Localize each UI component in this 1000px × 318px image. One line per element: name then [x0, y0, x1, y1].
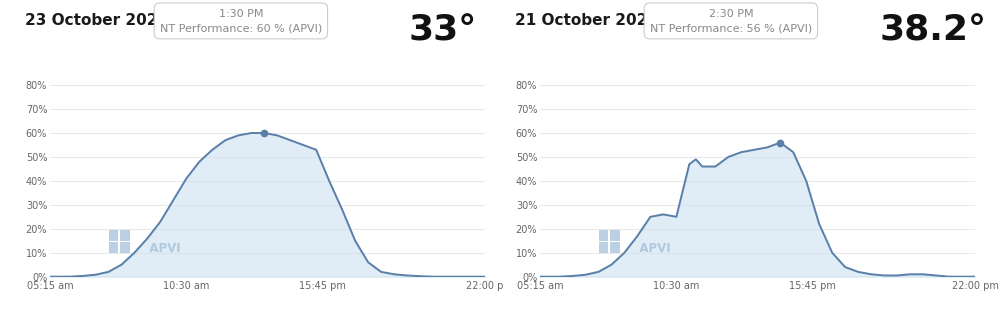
FancyBboxPatch shape: [109, 230, 118, 241]
FancyBboxPatch shape: [599, 230, 608, 241]
FancyBboxPatch shape: [120, 242, 130, 253]
Text: APVI: APVI: [627, 242, 671, 255]
Text: 38.2°: 38.2°: [880, 13, 986, 47]
FancyBboxPatch shape: [610, 230, 620, 241]
Text: 23 October 2022: 23 October 2022: [25, 13, 168, 28]
Text: 1:30 PM
NT Performance: 60 % (APVI): 1:30 PM NT Performance: 60 % (APVI): [160, 9, 322, 33]
Text: 2:30 PM
NT Performance: 56 % (APVI): 2:30 PM NT Performance: 56 % (APVI): [650, 9, 812, 33]
Text: 21 October 2021: 21 October 2021: [515, 13, 658, 28]
Text: 33°: 33°: [409, 13, 477, 47]
FancyBboxPatch shape: [610, 242, 620, 253]
FancyBboxPatch shape: [120, 230, 130, 241]
FancyBboxPatch shape: [109, 242, 118, 253]
Text: APVI: APVI: [137, 242, 181, 255]
FancyBboxPatch shape: [599, 242, 608, 253]
